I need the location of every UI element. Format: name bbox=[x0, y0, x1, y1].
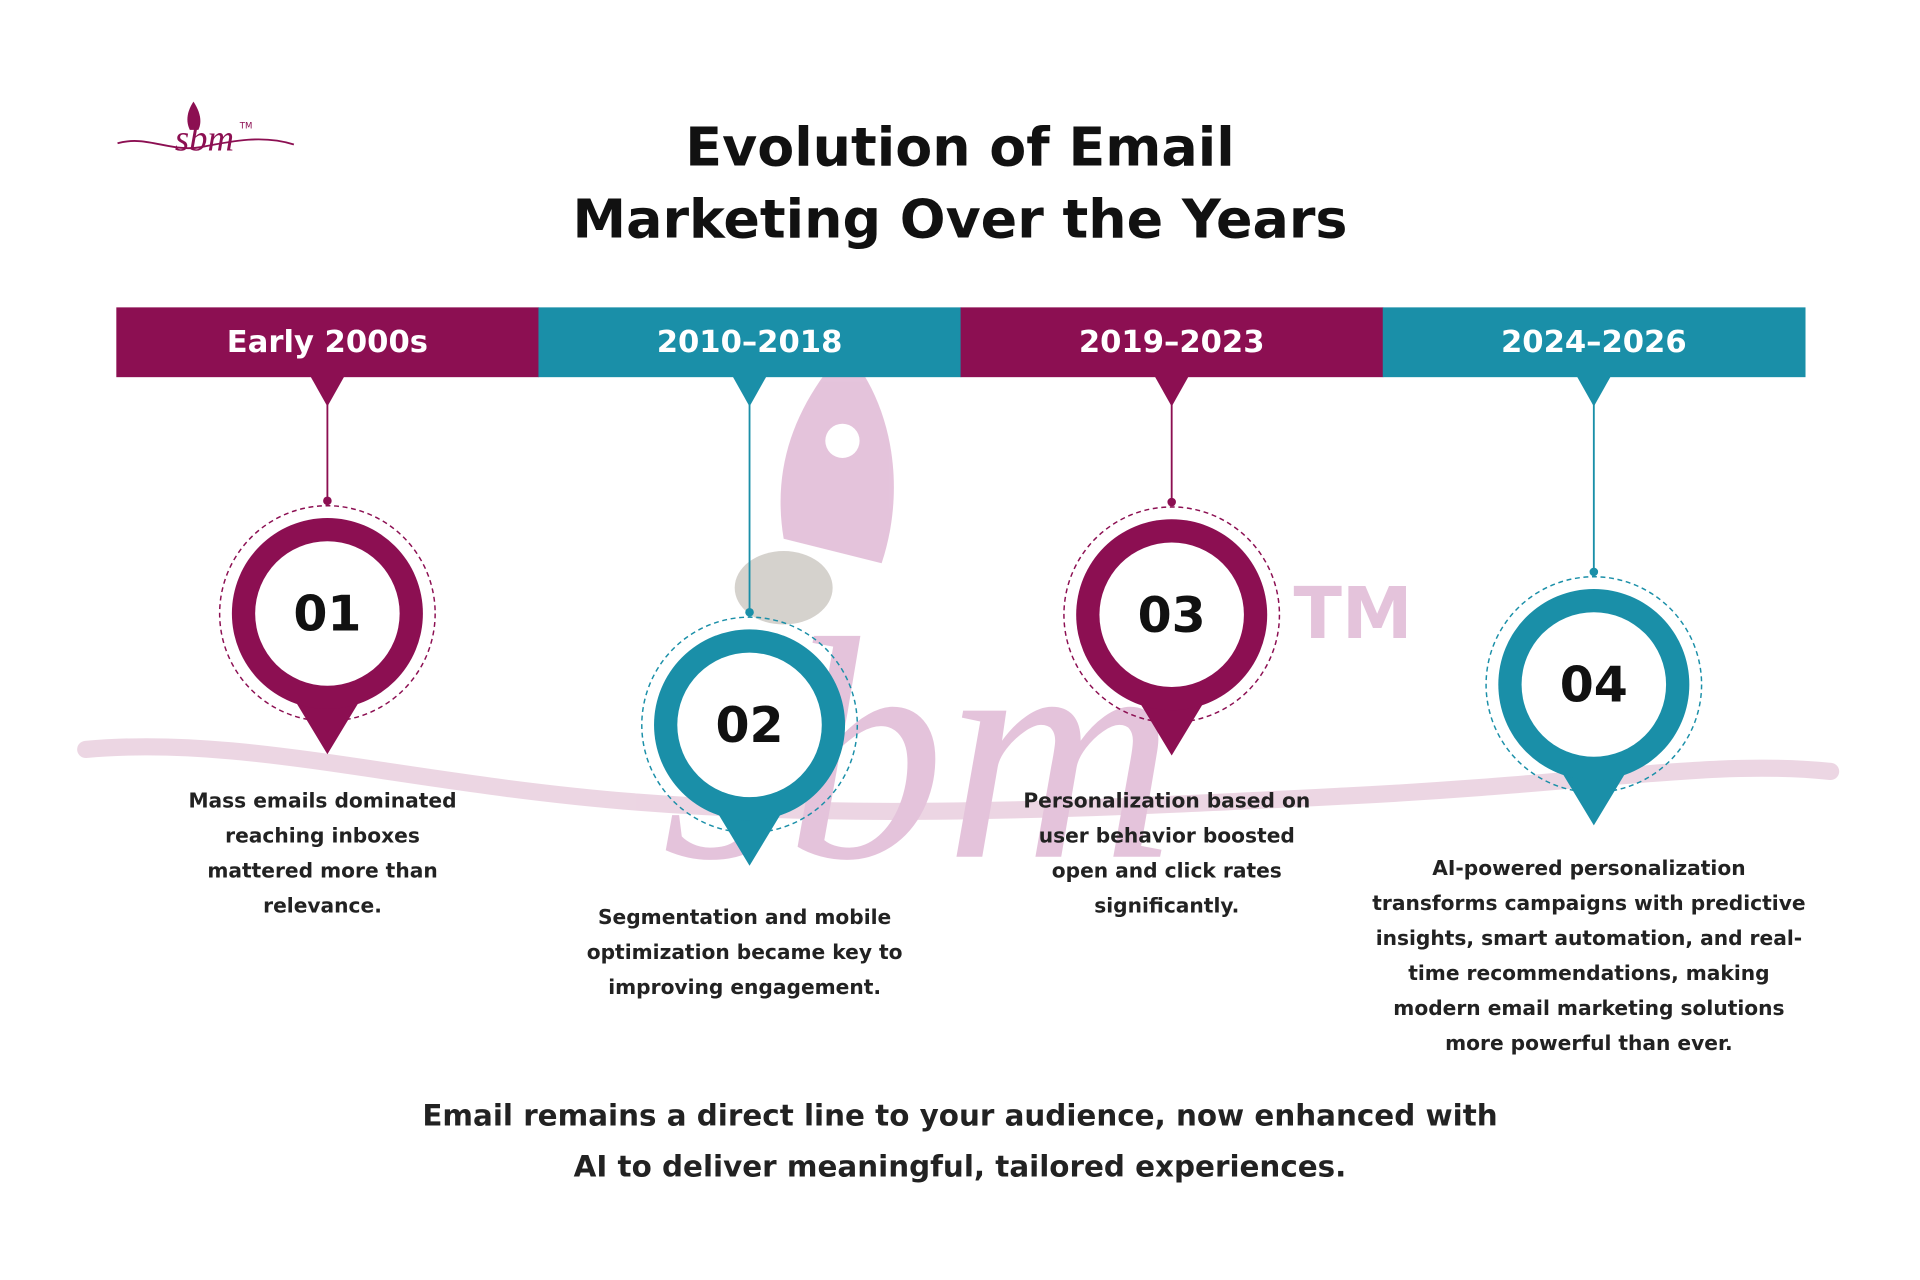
banner-pointer bbox=[1576, 375, 1611, 407]
period-banner bbox=[538, 307, 962, 378]
period-label: Early 2000s bbox=[227, 325, 428, 360]
step-description: optimization became key to bbox=[587, 940, 903, 964]
period-label: 2024–2026 bbox=[1501, 325, 1687, 360]
dashed-ring bbox=[1485, 576, 1703, 793]
connector-dot bbox=[1589, 567, 1599, 577]
period-banner bbox=[116, 307, 540, 378]
step-description: AI-powered personalization bbox=[1432, 856, 1745, 880]
period-label: 2010–2018 bbox=[657, 325, 843, 360]
timeline: Early 2000s 01 Mass emails dominated reachi… bbox=[116, 307, 1806, 1055]
step-number: 01 bbox=[293, 586, 361, 643]
period-label: 2019–2023 bbox=[1079, 325, 1265, 360]
footer-line: AI to deliver meaningful, tailored exper… bbox=[574, 1150, 1347, 1184]
connector-dot bbox=[323, 496, 332, 506]
step-number: 04 bbox=[1560, 657, 1628, 714]
step-description: insights, smart automation, and real- bbox=[1376, 926, 1802, 950]
step-description: Mass emails dominated bbox=[188, 789, 456, 813]
watermark-mark: TM bbox=[1293, 572, 1412, 655]
connector-dot bbox=[1167, 497, 1176, 507]
step-description: significantly. bbox=[1094, 894, 1239, 918]
logo-mark: TM bbox=[239, 122, 253, 132]
period-banner bbox=[1382, 307, 1806, 378]
step-description: open and click rates bbox=[1052, 859, 1282, 883]
pin-inner bbox=[255, 541, 400, 686]
step-description: mattered more than bbox=[207, 859, 437, 883]
pin-inner bbox=[1521, 612, 1667, 757]
step-description: more powerful than ever. bbox=[1445, 1031, 1733, 1055]
logo: sbm TM bbox=[117, 101, 295, 158]
pin-inner bbox=[1099, 542, 1244, 687]
period-banner bbox=[960, 307, 1384, 378]
step-number: 03 bbox=[1138, 587, 1206, 644]
banner-pointer bbox=[310, 375, 345, 407]
logo-text: sbm bbox=[175, 117, 234, 158]
step-description: modern email marketing solutions bbox=[1393, 996, 1784, 1020]
step-description: Segmentation and mobile bbox=[598, 905, 891, 929]
connector-dot bbox=[745, 607, 754, 617]
banner-pointer bbox=[1154, 375, 1189, 407]
step-description: reaching inboxes bbox=[225, 824, 420, 848]
title-line: Marketing Over the Years bbox=[573, 188, 1348, 251]
title-line: Evolution of Email bbox=[685, 115, 1234, 178]
step-number: 02 bbox=[715, 697, 783, 754]
pin-inner bbox=[677, 652, 822, 798]
step-description: relevance. bbox=[263, 894, 382, 918]
footer-line: Email remains a direct line to your audi… bbox=[422, 1098, 1497, 1132]
step-description: transforms campaigns with predictive bbox=[1372, 891, 1805, 915]
step-description: Personalization based on bbox=[1023, 789, 1310, 813]
banner-pointer bbox=[732, 375, 767, 407]
dashed-ring bbox=[641, 616, 859, 834]
step-description: improving engagement. bbox=[608, 975, 881, 999]
step-description: user behavior boosted bbox=[1039, 824, 1295, 848]
step-description: time recommendations, making bbox=[1408, 961, 1769, 985]
